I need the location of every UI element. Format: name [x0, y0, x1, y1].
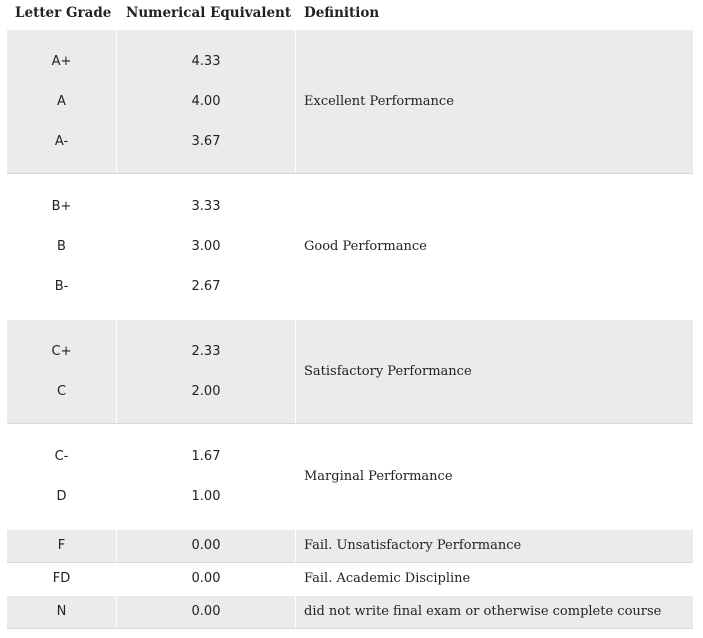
- grade-group-fail-unsatisfactory: F 0.00 Fail. Unsatisfactory Performance: [7, 530, 693, 562]
- grade-cell: C: [56, 384, 67, 399]
- grade-cell: B+: [51, 199, 72, 214]
- table-header: Letter Grade Numerical Equivalent Defini…: [0, 0, 703, 28]
- numeric-cell: 3.67: [191, 134, 221, 149]
- numeric-cell: 2.67: [191, 279, 221, 294]
- numeric-cell: 1.00: [191, 489, 221, 504]
- numeric-cell: 3.00: [191, 239, 221, 254]
- numeric-cell: 2.00: [191, 384, 221, 399]
- column-divider: [295, 596, 296, 628]
- column-divider: [295, 320, 296, 423]
- column-divider: [116, 320, 117, 423]
- grade-group-satisfactory: C+ 2.33 C 2.00 Satisfactory Performance: [7, 320, 693, 423]
- header-numerical-equivalent: Numerical Equivalent: [126, 5, 292, 21]
- numeric-cell: 4.00: [191, 94, 221, 109]
- grade-cell: C-: [54, 449, 69, 464]
- numeric-cell: 1.67: [191, 449, 221, 464]
- header-definition: Definition: [304, 5, 380, 21]
- definition-cell: Good Performance: [304, 239, 427, 254]
- row-separator: [7, 423, 693, 424]
- column-divider: [295, 530, 296, 562]
- numeric-cell: 0.00: [191, 538, 221, 553]
- grade-group-fail-discipline: FD 0.00 Fail. Academic Discipline: [7, 563, 693, 595]
- header-letter-grade: Letter Grade: [15, 5, 112, 21]
- column-divider: [116, 530, 117, 562]
- column-divider: [116, 596, 117, 628]
- numeric-cell: 2.33: [191, 344, 221, 359]
- definition-cell: Fail. Academic Discipline: [304, 571, 471, 586]
- numeric-cell: 0.00: [191, 571, 221, 586]
- definition-cell: Fail. Unsatisfactory Performance: [304, 538, 522, 553]
- grade-cell: FD: [52, 571, 71, 586]
- grade-cell: D: [56, 489, 67, 504]
- column-divider: [116, 30, 117, 173]
- grade-cell: N: [56, 604, 67, 619]
- column-divider: [295, 30, 296, 173]
- definition-cell: did not write final exam or otherwise co…: [304, 604, 662, 619]
- grade-group-excellent: A+ 4.33 A 4.00 A- 3.67 Excellent Perform…: [7, 30, 693, 173]
- grade-cell: A-: [54, 134, 69, 149]
- grade-cell: B: [57, 239, 66, 254]
- definition-cell: Satisfactory Performance: [304, 364, 472, 379]
- grade-group-marginal: C- 1.67 D 1.00 Marginal Performance: [7, 424, 693, 529]
- row-separator: [7, 173, 693, 174]
- grade-cell: A+: [51, 54, 72, 69]
- grade-cell: B-: [54, 279, 69, 294]
- numeric-cell: 3.33: [191, 199, 221, 214]
- grade-cell: A: [57, 94, 66, 109]
- grade-group-good: B+ 3.33 B 3.00 B- 2.67 Good Performance: [7, 174, 693, 319]
- grade-cell: C+: [51, 344, 72, 359]
- row-separator: [7, 562, 693, 563]
- row-separator: [7, 628, 693, 629]
- numeric-cell: 4.33: [191, 54, 221, 69]
- definition-cell: Excellent Performance: [304, 94, 454, 109]
- grade-group-incomplete: N 0.00 did not write final exam or other…: [7, 596, 693, 628]
- numeric-cell: 0.00: [191, 604, 221, 619]
- grade-cell: F: [57, 538, 66, 553]
- definition-cell: Marginal Performance: [304, 469, 453, 484]
